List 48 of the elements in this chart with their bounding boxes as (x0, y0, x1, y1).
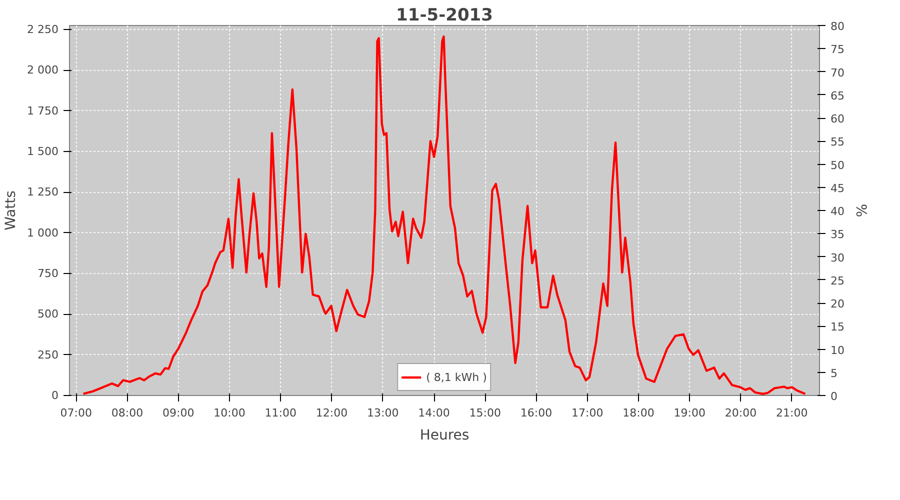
y2-tick-label: 10 (830, 344, 844, 357)
y2-tick-label: 55 (830, 136, 844, 149)
y-tick-label: 1 000 (27, 226, 59, 240)
y-tick-label: 1 750 (27, 104, 59, 118)
line-series (82, 35, 806, 395)
y2-tick-label: 0 (830, 390, 838, 403)
y2-tick-label: 70 (830, 66, 844, 80)
y-tick-label: 250 (38, 348, 59, 362)
y2-tick-label: 35 (830, 228, 844, 242)
y2-tick-label: 20 (830, 298, 844, 310)
y-tick-label: 500 (38, 308, 59, 321)
y2-tick-label: 50 (830, 158, 844, 172)
x-tick-label: 16:00 (520, 406, 552, 420)
x-tick-label: 14:00 (418, 406, 450, 420)
x-tick-label: 09:00 (162, 406, 194, 420)
y2-tick-label: 75 (830, 43, 844, 56)
x-tick-label: 10:00 (214, 406, 246, 420)
chart-title: 11-5-2013 (396, 6, 493, 26)
x-tick-label: 20:00 (724, 406, 757, 420)
y2-tick-label: 5 (830, 366, 838, 380)
x-tick-label: 19:00 (674, 406, 706, 420)
y-tick-label: 750 (38, 267, 59, 280)
y2-tick-label: 60 (830, 112, 844, 126)
y2-tick-label: 40 (830, 205, 844, 218)
x-axis-title: Heures (420, 428, 470, 444)
y-tick-label: 2 250 (27, 23, 59, 36)
y2-tick-label: 15 (830, 320, 844, 334)
y2-tick-label: 65 (830, 89, 844, 102)
y2-tick-label: 30 (830, 251, 844, 264)
y2-tick-label: 80 (830, 20, 844, 33)
y-tick-label: 1 500 (27, 145, 59, 158)
x-tick-label: 11:00 (264, 406, 296, 420)
x-tick-label: 21:00 (776, 406, 808, 420)
y-tick-label: 0 (52, 389, 58, 402)
y2-tick-label: 45 (830, 182, 844, 195)
x-tick-label: 12:00 (316, 406, 348, 420)
x-tick-label: 18:00 (622, 406, 654, 420)
x-tick-label: 13:00 (367, 406, 399, 420)
y-tick-label: 2 000 (27, 64, 59, 77)
y-axis-title: Watts (3, 190, 20, 230)
y2-tick-label: 25 (830, 274, 844, 288)
x-tick-label: 08:00 (111, 406, 144, 420)
y2-axis-title: % (852, 204, 868, 218)
x-tick-label: 15:00 (469, 406, 501, 420)
y-tick-label: 1 250 (27, 186, 59, 199)
x-tick-label: 07:00 (60, 406, 92, 420)
legend-label: ( 8,1 kWh ) (426, 370, 487, 384)
x-tick-label: 17:00 (572, 406, 604, 420)
